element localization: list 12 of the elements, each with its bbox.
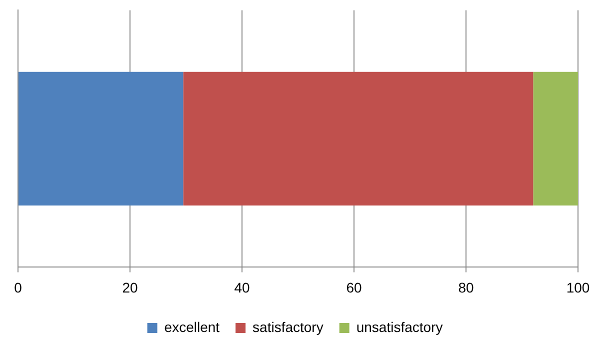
bar [533, 72, 578, 206]
legend-label: unsatisfactory [356, 318, 443, 335]
x-tick-label: 80 [458, 279, 474, 296]
x-tick-label: 20 [122, 279, 138, 296]
x-tick-label: 60 [346, 279, 362, 296]
x-tick-label: 40 [234, 279, 250, 296]
legend-label: excellent [164, 318, 220, 335]
x-tick-label: 100 [566, 279, 590, 296]
bar [18, 72, 184, 206]
x-tick-label: 0 [14, 279, 22, 296]
legend-label: satisfactory [252, 318, 324, 335]
bar [183, 72, 534, 206]
